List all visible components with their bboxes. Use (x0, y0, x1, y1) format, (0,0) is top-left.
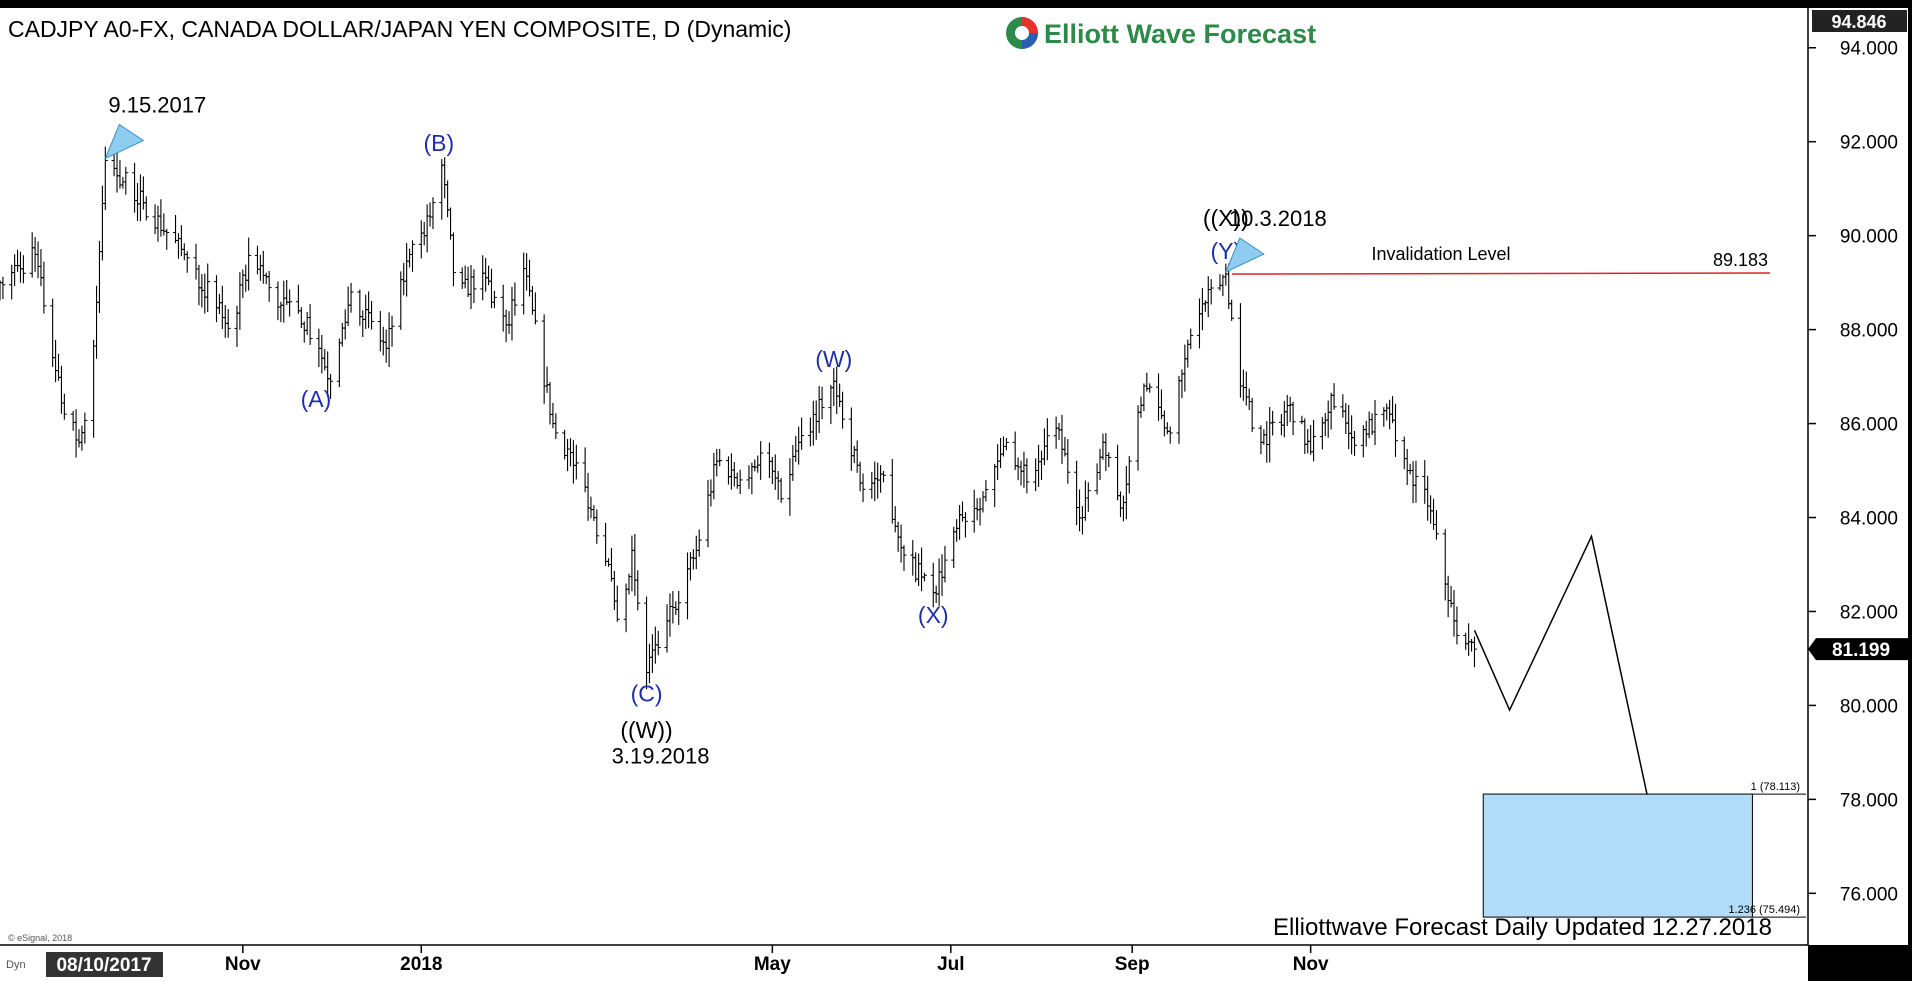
invalidation-value: 89.183 (1713, 250, 1768, 270)
wave-label: (X) (918, 602, 949, 628)
y-tick-label: 82.000 (1840, 602, 1898, 623)
invalidation-line (1231, 272, 1771, 275)
date-annotation: 9.15.2017 (108, 92, 206, 117)
x-tick-label: 2018 (400, 954, 442, 975)
last-price-box (1808, 638, 1908, 661)
brand-logo: Elliott Wave Forecast (1006, 17, 1316, 49)
target-zone-bottom-label: 1.236 (75.494) (1728, 904, 1800, 916)
projection-path (1473, 533, 1648, 795)
wave-label: (B) (423, 130, 454, 156)
brand-name: Elliott Wave Forecast (1044, 19, 1316, 49)
y-tick-label: 92.000 (1840, 133, 1898, 154)
y-tick-label: 78.000 (1840, 790, 1898, 811)
y-tick-label: 94.000 (1840, 39, 1898, 60)
wave-label: (W) (815, 346, 852, 372)
y-tick-label: 76.000 (1840, 884, 1898, 905)
chart-title: CADJPY A0-FX, CANADA DOLLAR/JAPAN YEN CO… (8, 16, 791, 42)
price-axis-panel (1808, 0, 1912, 945)
top-border (0, 0, 1912, 8)
copyright: © eSignal, 2018 (8, 933, 72, 943)
x-tick-label: Nov (1293, 954, 1329, 975)
y-tick-label: 86.000 (1840, 415, 1898, 436)
start-date-box (46, 952, 163, 977)
y-tick-label: 90.000 (1840, 227, 1898, 248)
last-price: 81.199 (1832, 640, 1890, 661)
y-tick-label: 80.000 (1840, 696, 1898, 717)
x-tick-label: May (754, 954, 791, 975)
wave-label: ((X)) (1203, 205, 1249, 231)
peak-marker-icon (1224, 237, 1265, 274)
overlay-lines: 1 (78.113) 1.236 (75.494) Invalidation Lev… (1231, 244, 1806, 918)
right-border (1908, 0, 1912, 981)
wave-label: ((W)) (620, 717, 672, 743)
time-axis-panel (0, 945, 1808, 981)
wave-label: (A) (301, 386, 332, 412)
date-annotation: 3.19.2018 (612, 743, 710, 768)
x-tick-label: Jul (937, 954, 964, 975)
y-tick-label: 84.000 (1840, 509, 1898, 530)
peak-marker-icon (104, 123, 145, 160)
update-note: Elliottwave Forecast Daily Updated 12.27… (1273, 914, 1772, 941)
ohlc-bars (0, 146, 1477, 690)
invalidation-label: Invalidation Level (1371, 244, 1510, 264)
start-date: 08/10/2017 (56, 955, 151, 976)
x-tick-label: Nov (225, 954, 261, 975)
dyn-label: Dyn (6, 959, 26, 971)
x-tick-label: Sep (1115, 954, 1150, 975)
y-tick-label: 88.000 (1840, 321, 1898, 342)
axis-ticks: 94.000 92.000 90.000 88.000 86.000 84.000 82.0… (225, 39, 1898, 975)
wave-labels: (A)(B)(C)((W))(W)(X)(Y)((X))9.15.20173.1… (104, 92, 1327, 768)
target-zone-top-label: 1 (78.113) (1751, 781, 1800, 793)
target-zone-box (1482, 793, 1753, 918)
top-value-box (1812, 10, 1907, 32)
top-value: 94.846 (1831, 12, 1886, 32)
last-price-badge: 81.199 (1808, 638, 1908, 661)
date-annotation: 10.3.2018 (1229, 206, 1327, 231)
wave-label: (C) (631, 680, 663, 706)
plot-area (0, 0, 1808, 945)
